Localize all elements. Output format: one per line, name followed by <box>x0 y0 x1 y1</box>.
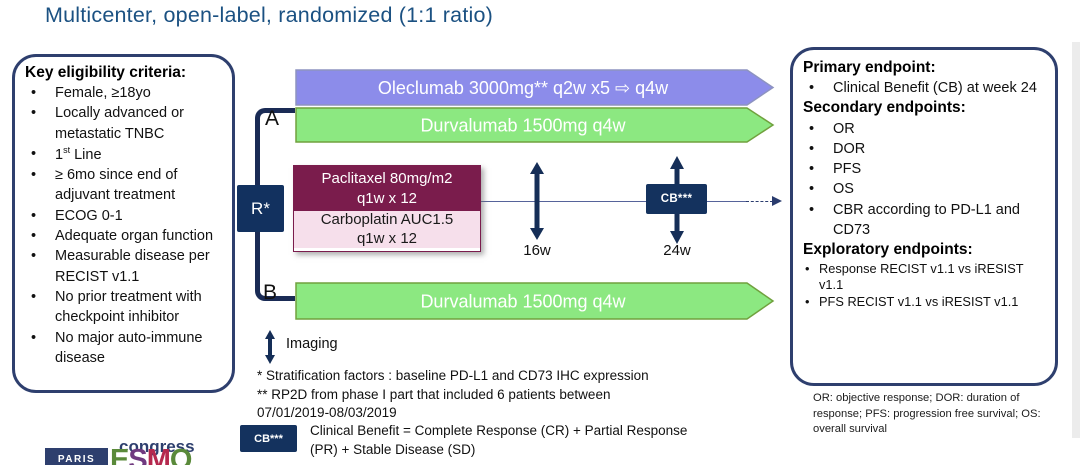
list-item: Response RECIST v1.1 vs iRESIST v1.1 <box>803 261 1047 295</box>
list-item: ≥ 6mo since end of adjuvant treatment <box>25 165 224 206</box>
esmo-letter: S <box>128 444 147 465</box>
list-item: ECOG 0-1 <box>25 206 224 227</box>
list-item: OS <box>803 179 1047 200</box>
oleclumab-arrow-label: Oleclumab 3000mg** q2w x5 ⇨ q4w <box>378 78 669 98</box>
timeline-arrowhead-icon <box>772 196 782 206</box>
imaging-legend-label: Imaging <box>286 336 338 352</box>
secondary-endpoints-heading: Secondary endpoints: <box>803 99 966 117</box>
eligibility-heading: Key eligibility criteria: <box>25 64 187 81</box>
durvalumab-arrow-a-label: Durvalumab 1500mg q4w <box>420 116 626 136</box>
esmo-paris-badge: PARIS <box>45 448 108 465</box>
carboplatin-schedule: q1w x 12 <box>356 229 418 247</box>
week24-label: 24w <box>663 242 691 259</box>
list-item: Measurable disease per RECIST v1.1 <box>25 246 224 287</box>
list-item: Adequate organ function <box>25 226 224 247</box>
secondary-endpoints-list: OR DOR PFS OS CBR according to PD-L1 and… <box>803 119 1047 241</box>
primary-endpoint-heading: Primary endpoint: <box>803 59 936 76</box>
rp2d-footnote-dates: 07/01/2019-08/03/2019 <box>257 405 397 420</box>
esmo-congress-wordmark: congress <box>119 437 195 456</box>
esmo-letter: E <box>110 444 129 465</box>
oleclumab-arrow: Oleclumab 3000mg** q2w x5 ⇨ q4w <box>295 69 775 106</box>
paclitaxel-dose: Paclitaxel 80mg/m2 <box>321 170 453 187</box>
esmo-letter: O <box>169 444 193 465</box>
primary-endpoint-list: Clinical Benefit (CB) at week 24 <box>803 78 1047 99</box>
imaging-legend-icon <box>265 330 275 364</box>
list-item: No major auto-immune disease <box>25 328 224 369</box>
esmo-logo: ESMO <box>110 444 193 465</box>
chemotherapy-box: Paclitaxel 80mg/m2 q1w x 12 Carboplatin … <box>293 165 481 252</box>
paclitaxel-cell: Paclitaxel 80mg/m2 q1w x 12 <box>294 166 480 211</box>
durvalumab-arrow-b: Durvalumab 1500mg q4w <box>295 282 775 320</box>
list-item: DOR <box>803 139 1047 160</box>
arm-a-label: A <box>265 107 280 130</box>
list-item: PFS RECIST v1.1 vs iRESIST v1.1 <box>803 294 1047 311</box>
endpoints-panel: Primary endpoint: Clinical Benefit (CB) … <box>790 47 1058 386</box>
stratification-footnote: * Stratification factors : baseline PD-L… <box>257 368 649 383</box>
cb-legend-box: CB*** <box>240 425 297 452</box>
abbreviations-footnote: OR: objective response; DOR: duration of… <box>813 392 1041 436</box>
timeline-dashed-segment <box>746 201 773 202</box>
cb-legend-text: (PR) + Stable Disease (SD) <box>310 442 476 457</box>
slide-title: Multicenter, open-label, randomized (1:1… <box>45 3 493 27</box>
randomization-box: R* <box>237 185 284 232</box>
carboplatin-cell: Carboplatin AUC1.5 q1w x 12 <box>294 211 480 248</box>
durvalumab-arrow-b-label: Durvalumab 1500mg q4w <box>420 292 626 312</box>
list-item: No prior treatment with checkpoint inhib… <box>25 287 224 328</box>
carboplatin-dose: Carboplatin AUC1.5 <box>320 210 454 228</box>
clinical-benefit-box: CB*** <box>646 184 707 214</box>
list-item: PFS <box>803 159 1047 180</box>
list-item: Female, ≥18yo <box>25 83 224 104</box>
esmo-letter: M <box>146 444 171 465</box>
screen-edge-strip <box>1072 42 1080 438</box>
timeline-line <box>481 201 746 202</box>
week16-label: 16w <box>523 242 551 259</box>
list-item: 1st Line <box>25 144 224 165</box>
imaging-marker-16w-icon <box>530 162 544 240</box>
eligibility-panel: Key eligibility criteria: Female, ≥18yo … <box>12 54 235 393</box>
list-item: CBR according to PD-L1 and CD73 <box>803 200 1047 241</box>
list-item: Locally advanced or metastatic TNBC <box>25 103 224 144</box>
eligibility-list: Female, ≥18yo Locally advanced or metast… <box>25 83 224 368</box>
list-item: OR <box>803 119 1047 140</box>
arm-b-label: B <box>263 281 278 304</box>
list-item: Clinical Benefit (CB) at week 24 <box>803 78 1047 99</box>
exploratory-endpoints-heading: Exploratory endpoints: <box>803 241 973 259</box>
cb-legend-text: Clinical Benefit = Complete Response (CR… <box>310 423 688 438</box>
exploratory-endpoints-list: Response RECIST v1.1 vs iRESIST v1.1 PFS… <box>803 261 1047 312</box>
paclitaxel-schedule: q1w x 12 <box>356 189 418 207</box>
durvalumab-arrow-a: Durvalumab 1500mg q4w <box>295 107 775 143</box>
rp2d-footnote: ** RP2D from phase I part that included … <box>257 387 611 402</box>
